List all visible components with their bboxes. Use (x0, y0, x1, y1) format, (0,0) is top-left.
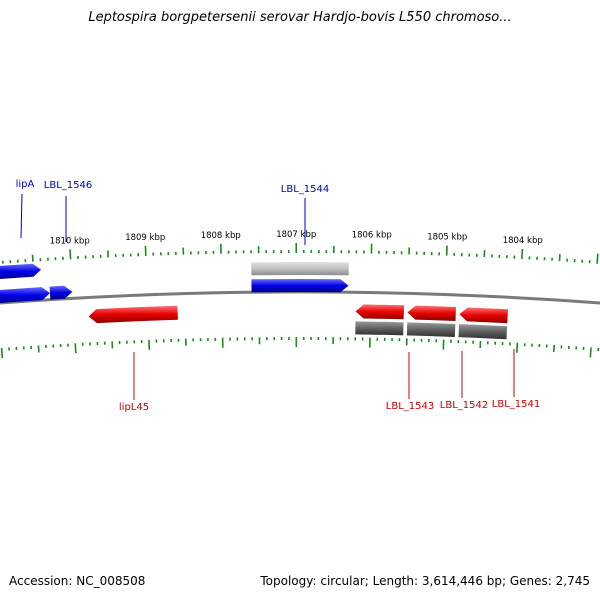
scale-tick (589, 347, 592, 358)
scale-tick (74, 343, 77, 354)
map-title: Leptospira borgpetersenii serovar Hardjo… (88, 10, 512, 25)
accession-text: Accession: NC_008508 (9, 574, 146, 588)
gene-label: LBL_1546 (44, 180, 92, 191)
gene-labels: lipA LBL_1546 LBL_1544 lipL45 LBL_1543 LBL_15… (16, 179, 541, 413)
gray-feature (251, 261, 349, 276)
tick-label: 1808 kbp (201, 231, 241, 241)
scale-tick (521, 248, 524, 260)
gray-features (251, 261, 508, 340)
gray-feature (406, 322, 456, 337)
tick-label: 1809 kbp (125, 233, 165, 243)
tick-label: 1810 kbp (50, 236, 90, 246)
gene-label: LBL_1542 (440, 400, 488, 411)
gene-label: LBL_1541 (492, 399, 540, 410)
tick-label: 1804 kbp (503, 236, 543, 246)
tick-label: 1807 kbp (276, 230, 316, 240)
tick-label: 1805 kbp (427, 233, 467, 243)
label-leader-line (20, 193, 23, 239)
inner-tick-ring (0, 337, 600, 359)
gene-label: LBL_1544 (281, 184, 329, 195)
reverse-cds-arrow (88, 305, 178, 324)
chromosome-backbone (0, 290, 600, 305)
gene-label: lipL45 (119, 402, 149, 413)
genome-stats-text: Topology: circular; Length: 3,614,446 bp… (260, 574, 590, 588)
forward-cds-arrow (0, 263, 42, 279)
cds-features (0, 263, 508, 324)
scale-tick (516, 342, 519, 353)
gene-label: LBL_1543 (386, 401, 434, 412)
reverse-cds-arrow (407, 305, 456, 321)
scale-tick (596, 253, 599, 264)
forward-cds-arrow (0, 287, 50, 304)
outer-tick-ring (1, 243, 599, 264)
gene-label: lipA (16, 179, 35, 190)
tick-labels: 1810 kbp 1809 kbp 1808 kbp 1807 kbp 1806 kbp… (50, 230, 543, 246)
scale-tick (0, 347, 4, 359)
forward-cds-arrow (49, 285, 73, 300)
forward-cds-arrow (251, 279, 349, 293)
gray-feature (458, 324, 508, 340)
gray-feature (355, 321, 404, 336)
label-leaders (20, 193, 515, 400)
reverse-cds-arrow (355, 304, 404, 320)
tick-label: 1806 kbp (352, 231, 392, 241)
scale-tick (69, 249, 72, 260)
reverse-cds-arrow (459, 307, 508, 324)
